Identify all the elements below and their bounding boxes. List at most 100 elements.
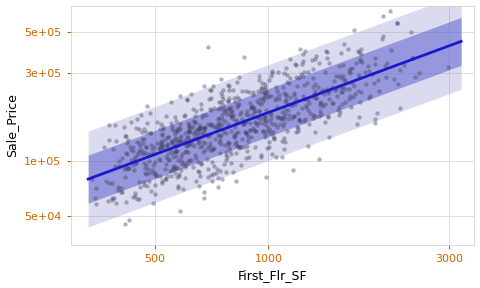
Point [133,153,141,158]
Point [315,61,323,65]
Point [340,42,348,47]
Point [394,82,402,86]
Point [187,137,194,142]
Point [347,94,354,98]
Point [172,148,180,153]
Point [298,62,305,66]
Point [149,200,156,205]
Point [345,69,353,73]
Point [312,96,320,101]
Point [337,51,345,56]
Point [195,137,203,141]
Point [218,126,226,131]
Point [184,128,192,133]
Point [197,124,204,129]
Point [142,144,150,149]
Point [210,164,217,168]
Point [185,158,193,162]
Point [316,109,324,113]
Point [268,151,276,156]
Point [374,78,382,83]
Point [140,126,148,131]
Point [291,102,299,106]
Point [384,61,391,66]
Point [370,81,377,85]
Point [214,122,221,126]
Point [197,102,205,106]
Point [341,100,348,104]
Point [171,150,179,155]
Point [300,70,308,74]
Point [272,96,280,101]
Point [244,132,252,136]
Point [265,140,273,145]
Point [242,120,250,125]
Point [323,87,331,91]
Point [150,151,157,156]
Point [138,137,145,142]
Point [195,126,203,130]
Point [354,49,362,54]
Point [246,121,254,126]
Point [241,119,249,123]
Point [260,90,268,95]
Point [186,139,193,144]
Point [222,131,229,136]
Point [292,75,300,79]
Point [274,124,281,129]
Point [142,163,150,168]
Point [209,172,216,176]
Point [259,99,267,103]
Point [191,120,199,125]
Point [132,190,139,195]
Point [176,139,183,143]
Point [228,116,236,121]
Point [146,131,154,135]
Point [356,58,363,63]
Point [203,132,211,137]
Point [358,46,365,51]
Point [194,141,202,146]
Point [222,153,230,157]
Point [156,174,164,179]
Point [333,94,341,98]
Point [379,14,386,19]
Point [227,129,234,134]
Point [200,126,207,131]
Point [167,139,174,144]
Point [137,113,144,118]
Point [251,119,259,124]
Point [211,136,219,141]
Point [205,97,213,101]
Point [253,99,261,104]
Point [216,140,223,145]
Point [242,155,250,160]
Point [192,108,200,113]
Point [169,139,177,143]
Point [253,123,261,128]
Point [280,71,288,76]
Point [158,180,166,185]
Point [247,134,255,139]
Point [281,140,288,145]
Point [231,142,239,147]
Point [195,170,203,175]
Point [192,153,199,158]
Point [185,128,192,133]
Point [185,143,192,148]
Point [266,131,274,136]
Point [357,90,365,94]
Point [390,76,398,81]
Point [208,179,216,183]
Point [378,36,385,41]
Point [246,101,254,105]
Point [365,96,372,101]
Point [224,98,232,103]
Point [204,45,212,50]
Point [284,129,291,134]
Point [210,145,218,150]
Point [185,122,193,127]
Point [173,174,180,179]
Point [118,190,125,194]
Point [282,92,289,96]
